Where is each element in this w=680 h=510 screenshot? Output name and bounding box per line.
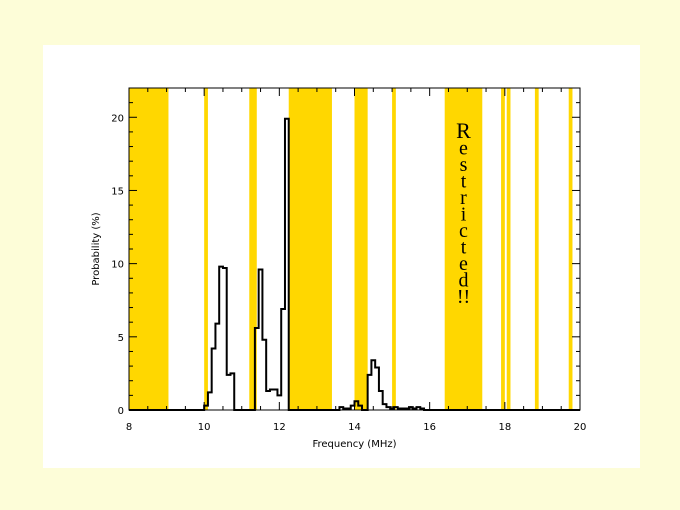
annotation-letter: d	[458, 270, 468, 292]
y-tick-label: 10	[111, 260, 124, 271]
annotation-letter: c	[459, 220, 468, 242]
restricted-band	[506, 88, 511, 410]
annotation-letter: t	[461, 171, 467, 193]
annotation-letter: e	[459, 253, 468, 275]
annotation-letter: i	[461, 204, 467, 226]
restricted-band	[204, 88, 208, 410]
y-tick-label: 0	[118, 406, 124, 417]
x-axis-label: Frequency (MHz)	[312, 439, 396, 450]
annotation-letter: t	[461, 237, 467, 259]
annotation-letter: s	[460, 154, 468, 176]
x-tick-label: 20	[574, 422, 587, 433]
x-tick-label: 16	[423, 422, 436, 433]
x-tick-label: 14	[348, 422, 361, 433]
restricted-band	[288, 88, 332, 410]
restricted-band	[501, 88, 505, 410]
y-tick-label: 20	[111, 113, 124, 124]
annotation-letter: R	[456, 118, 471, 143]
y-tick-label: 15	[111, 186, 124, 197]
annotation-letter: !!	[457, 286, 470, 308]
x-tick-label: 12	[273, 422, 286, 433]
restricted-band	[129, 88, 169, 410]
x-tick-label: 8	[126, 422, 132, 433]
restricted-band	[249, 88, 257, 410]
annotation-letter: e	[459, 138, 468, 160]
y-axis-label: Probability (%)	[91, 212, 102, 285]
restricted-band	[392, 88, 396, 410]
restricted-band	[354, 88, 368, 410]
restricted-band	[568, 88, 573, 410]
annotation-letter: r	[460, 187, 467, 209]
x-tick-label: 10	[198, 422, 211, 433]
histogram-line	[129, 117, 580, 411]
y-tick-label: 5	[118, 333, 124, 344]
restricted-band	[534, 88, 539, 410]
x-tick-label: 18	[498, 422, 511, 433]
restricted-band	[444, 88, 483, 410]
